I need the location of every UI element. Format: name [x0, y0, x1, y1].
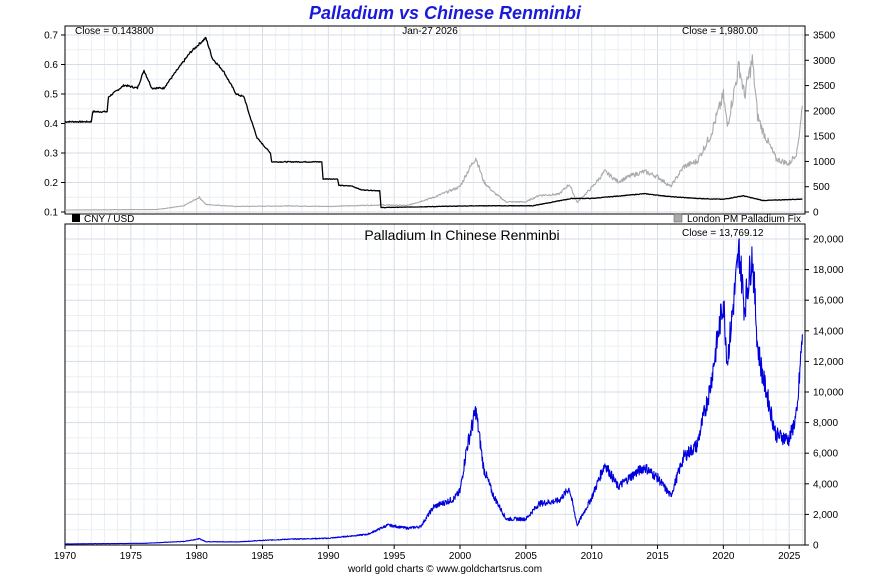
- x-tick-label: 1985: [251, 551, 274, 562]
- right-tick-label: 2,000: [813, 510, 838, 521]
- right-tick-label: 12,000: [813, 357, 844, 368]
- left-tick-label: 0.3: [44, 149, 58, 160]
- bottom-panel-title: Palladium In Chinese Renminbi: [364, 227, 559, 243]
- left-tick-label: 0.2: [44, 178, 58, 189]
- footer-credit: world gold charts © www.goldchartsrus.co…: [347, 564, 542, 575]
- right-tick-label: 1000: [813, 157, 836, 168]
- top-left-close-label: Close = 0.143800: [75, 26, 154, 37]
- x-tick-label: 2025: [778, 551, 801, 562]
- legend-palladium-label: London PM Palladium Fix: [687, 214, 801, 225]
- right-tick-label: 2500: [813, 81, 836, 92]
- right-tick-label: 4,000: [813, 479, 838, 490]
- right-tick-label: 0: [813, 541, 819, 552]
- right-tick-label: 3000: [813, 56, 836, 67]
- left-tick-label: 0.6: [44, 60, 58, 71]
- right-tick-label: 0: [813, 208, 819, 219]
- palladium-usd-line: [65, 54, 803, 211]
- right-tick-label: 6,000: [813, 449, 838, 460]
- left-tick-label: 0.7: [44, 31, 58, 42]
- right-tick-label: 14,000: [813, 326, 844, 337]
- bottom-panel-frame: [64, 223, 806, 546]
- ticks-layer: 1970 1975 1980 1985 1990 1995 2000 2005 2010 2015…: [44, 31, 844, 563]
- top-panel-grid: [65, 26, 805, 214]
- x-tick-label: 1980: [186, 551, 209, 562]
- left-tick-label: 0.4: [44, 119, 58, 130]
- right-tick-label: 2000: [813, 106, 836, 117]
- top-panel-frame: [64, 25, 806, 215]
- x-tick-label: 1975: [120, 551, 143, 562]
- x-tick-label: 2010: [581, 551, 604, 562]
- chart-title: Palladium vs Chinese Renminbi: [309, 3, 582, 23]
- legend-cny-swatch: [72, 214, 80, 222]
- palladium-cny-line: [64, 238, 803, 545]
- series-layer: [64, 36, 803, 545]
- right-tick-label: 18,000: [813, 265, 844, 276]
- right-tick-label: 3500: [813, 31, 836, 42]
- right-tick-label: 500: [813, 182, 830, 193]
- x-tick-label: 2000: [449, 551, 472, 562]
- right-tick-label: 1500: [813, 132, 836, 143]
- top-right-close-label: Close = 1,980.00: [682, 26, 758, 37]
- left-tick-label: 0.1: [44, 208, 58, 219]
- bottom-close-label: Close = 13,769.12: [682, 228, 764, 239]
- date-label: Jan-27 2026: [402, 26, 458, 37]
- right-tick-label: 10,000: [813, 388, 844, 399]
- bottom-panel-grid: [65, 224, 805, 546]
- left-tick-label: 0.5: [44, 90, 58, 101]
- legend-cny-label: CNY / USD: [84, 214, 134, 225]
- right-tick-label: 16,000: [813, 296, 844, 307]
- x-tick-label: 2005: [515, 551, 538, 562]
- right-tick-label: 20,000: [813, 235, 844, 246]
- legend-palladium-swatch: [673, 213, 683, 223]
- x-tick-label: 1995: [383, 551, 406, 562]
- right-tick-label: 8,000: [813, 418, 838, 429]
- x-tick-label: 1970: [54, 551, 77, 562]
- x-tick-label: 2015: [646, 551, 669, 562]
- cny-usd-line: [64, 36, 803, 209]
- x-tick-label: 2020: [712, 551, 735, 562]
- x-tick-label: 1990: [317, 551, 340, 562]
